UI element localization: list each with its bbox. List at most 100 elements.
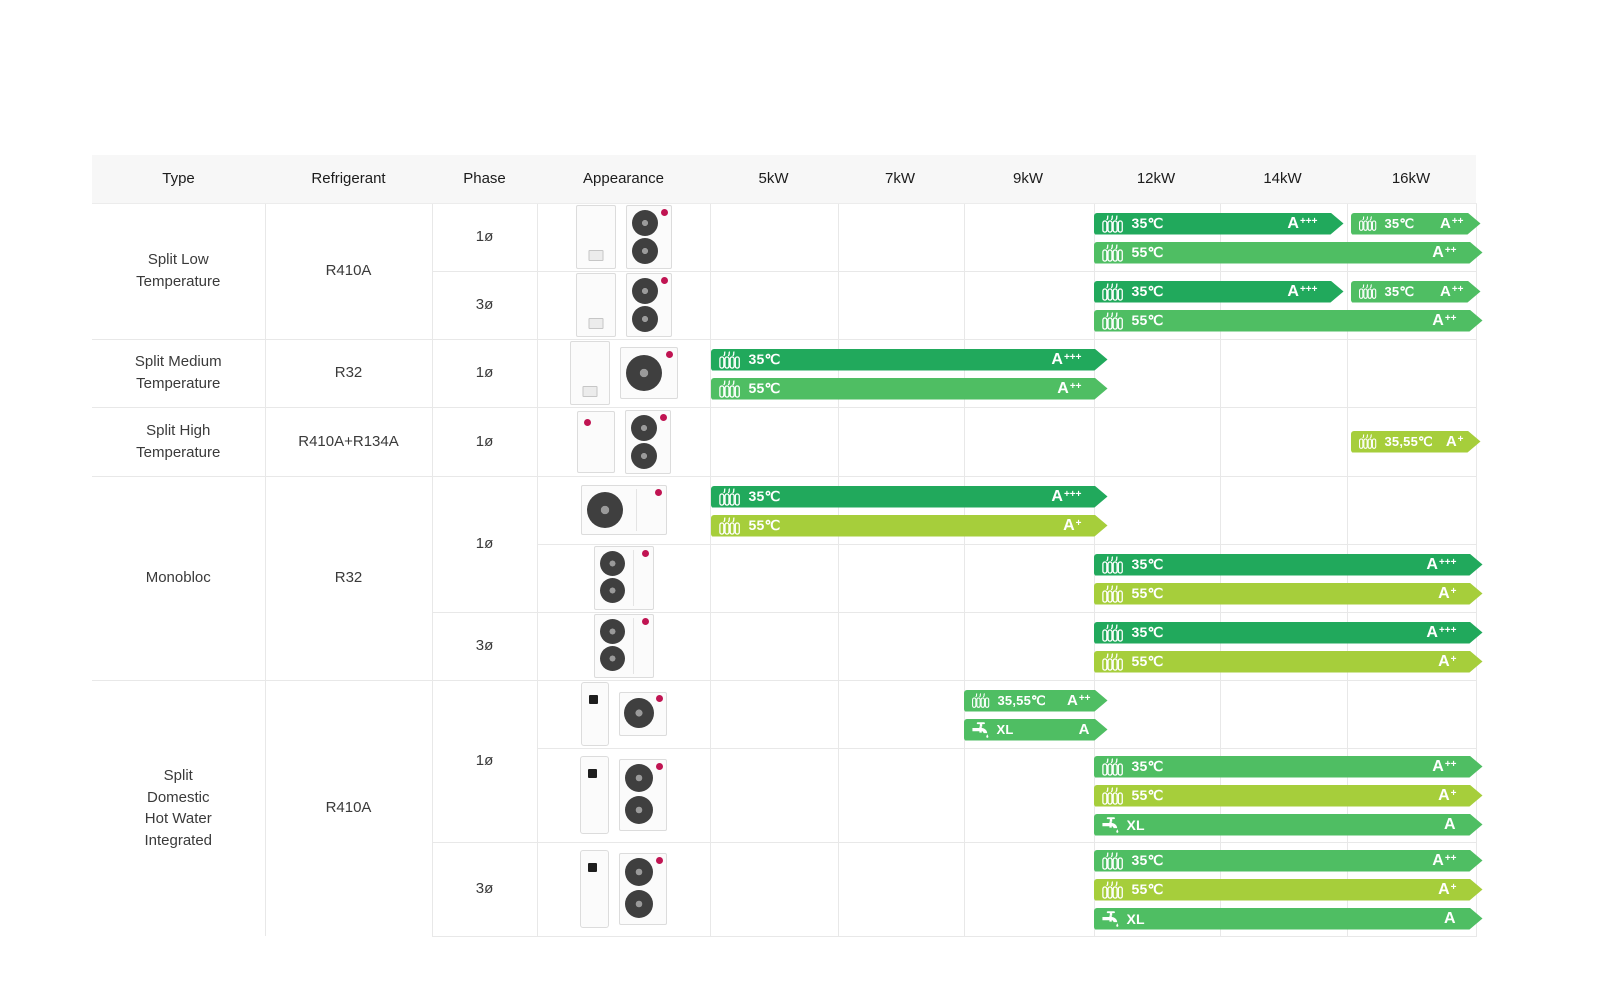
grid-line	[837, 612, 839, 680]
efficiency-grade: A+++	[1426, 623, 1457, 641]
radiator-icon	[1101, 555, 1125, 575]
temp-label: XL	[996, 722, 1014, 737]
energy-label-bar: 55℃ A++	[711, 378, 1108, 400]
radiator-icon	[1358, 283, 1378, 300]
grid-line	[963, 842, 965, 936]
fan-icon	[630, 442, 657, 469]
grid-line	[963, 339, 965, 407]
table-row: Split High Temperature R410A+R134A 1ø 35…	[92, 406, 1476, 476]
phase-cell: 1ø	[432, 202, 538, 271]
lg-logo-dot	[583, 418, 591, 426]
column-header-12kw: 12kW	[1093, 155, 1219, 204]
appearance-cell	[537, 475, 711, 544]
temp-label: 55℃	[748, 517, 781, 533]
grid-line	[1093, 680, 1095, 748]
type-cell: Split Domestic Hot Water Integrated	[92, 679, 266, 936]
grid-line	[1093, 407, 1095, 476]
efficiency-grade: A+	[1438, 880, 1457, 898]
temp-label: 35℃	[1131, 556, 1164, 572]
efficiency-grade: A+	[1063, 516, 1082, 534]
fan-icon	[631, 238, 658, 264]
refrigerant-label: R410A+R134A	[298, 432, 399, 450]
energy-label-bar: 55℃ A+	[711, 515, 1108, 537]
efficiency-grade: A+++	[1287, 214, 1318, 232]
table-row: 3ø 35℃ A+++ 35℃ A++	[92, 270, 1476, 339]
phase-label: 3ø	[475, 880, 494, 898]
lg-logo-dot	[660, 209, 668, 216]
grid-line	[963, 680, 965, 748]
table-row: 3ø 35℃ A++ 55℃ A+	[92, 841, 1476, 937]
efficiency-grade: A++	[1057, 379, 1082, 397]
product-spec-table: Type Refrigerant Phase Appearance 5kW 7k…	[92, 155, 1477, 937]
column-header-appearance: Appearance	[537, 155, 710, 204]
appearance-image	[538, 273, 710, 337]
grid-line	[1346, 271, 1348, 339]
table-row: Monobloc R32 1ø 35℃ A+++ 55℃ A+	[92, 475, 1477, 680]
faucet-icon	[1101, 816, 1120, 833]
table-row: Split Medium Temperature R32 1ø 35℃ A+++	[92, 338, 1477, 407]
grid-line	[837, 544, 839, 612]
phase-label: 1ø	[475, 228, 494, 246]
temp-label: 35℃	[1131, 215, 1164, 231]
efficiency-grade: A+++	[1051, 487, 1082, 505]
capacity-cell: 35℃ A+++ 55℃ A+	[710, 611, 1476, 680]
display-slot	[588, 250, 603, 261]
phase-label: 3ø	[475, 637, 494, 655]
type-label: Split High Temperature	[136, 421, 221, 461]
fan-icon	[599, 551, 625, 576]
capacity-cell: 35℃ A+++ 35℃ A++ 55℃ A++	[710, 270, 1476, 339]
fan-icon	[625, 858, 653, 886]
grid-line	[837, 680, 839, 748]
temp-label: XL	[1126, 910, 1145, 927]
energy-label-bar: 35℃ A+++	[711, 349, 1108, 371]
panel-divider	[632, 550, 634, 606]
fan-icon	[631, 278, 658, 304]
phase-cell: 1ø	[432, 679, 538, 842]
phase-cell: 3ø	[432, 270, 538, 339]
efficiency-grade: A++	[1432, 851, 1457, 869]
grid-line	[837, 476, 839, 544]
phase-cell: 3ø	[432, 611, 538, 680]
grid-line	[963, 476, 965, 544]
temp-label: 35,55℃	[1384, 433, 1433, 449]
lg-logo-dot	[656, 857, 663, 864]
appearance-image	[538, 546, 710, 610]
phase-cell: 1ø	[432, 338, 538, 407]
temp-label: 55℃	[1131, 787, 1164, 803]
appearance-image	[538, 756, 710, 834]
grid-line	[1346, 612, 1348, 680]
temp-label: 55℃	[1131, 585, 1164, 601]
efficiency-grade: A+++	[1051, 350, 1082, 368]
fan-icon	[625, 764, 653, 792]
column-header-14kw: 14kW	[1219, 155, 1346, 204]
efficiency-grade: A++	[1432, 757, 1457, 775]
lg-logo-dot	[656, 763, 663, 770]
type-cell: Split High Temperature	[92, 406, 266, 476]
fan-icon	[630, 414, 657, 441]
refrigerant-cell: R410A+R134A	[265, 406, 433, 476]
table-row: Split Low Temperature R410A 1ø 35℃ A+++	[92, 202, 1476, 339]
temp-label: 35,55℃	[997, 692, 1046, 708]
energy-label-bar: 35℃ A+++	[1094, 622, 1483, 644]
refrigerant-label: R32	[334, 569, 363, 587]
appearance-cell	[537, 270, 711, 339]
energy-label-bar: 55℃ A++	[1094, 242, 1483, 264]
temp-label: XL	[1126, 816, 1145, 833]
grid-line	[837, 748, 839, 842]
efficiency-grade: A	[1443, 909, 1456, 927]
grid-line	[1093, 271, 1095, 339]
grid-line	[1346, 339, 1348, 407]
grid-line	[1219, 544, 1221, 612]
tower-unit-image	[580, 682, 609, 746]
column-header-9kw: 9kW	[963, 155, 1093, 204]
capacity-cell: 35℃ A++ 55℃ A+ XL A	[710, 841, 1476, 937]
appearance-cell	[537, 543, 711, 612]
radiator-icon	[1101, 623, 1125, 643]
temp-label: 35℃	[748, 488, 781, 504]
fan-icon	[631, 306, 658, 332]
radiator-icon	[1101, 584, 1125, 604]
column-header-7kw: 7kW	[837, 155, 963, 204]
tower-unit-image	[580, 850, 609, 928]
column-header-refrigerant: Refrigerant	[265, 155, 432, 204]
type-cell: Split Low Temperature	[92, 202, 266, 339]
